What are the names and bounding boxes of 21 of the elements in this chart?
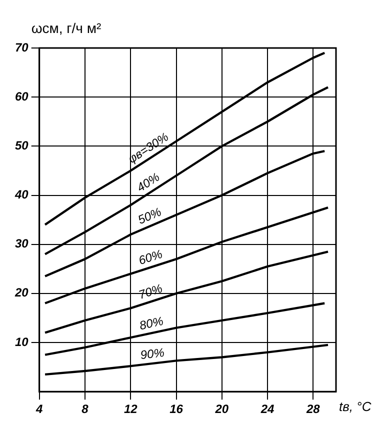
y-tick-label: 40 [14, 188, 29, 202]
y-tick-label: 10 [14, 334, 29, 349]
text: 50% [136, 204, 164, 228]
x-tick-label: 24 [260, 402, 275, 416]
text: 80% [138, 314, 165, 333]
text: 60% [136, 246, 164, 268]
text: 40% [134, 170, 162, 195]
x-tick-label: 8 [82, 402, 89, 416]
y-tick-label: 50 [14, 138, 29, 152]
y-tick-label: 20 [14, 286, 29, 300]
x-axis-title: tв, °C [339, 399, 372, 414]
x-tick-label: 28 [306, 402, 320, 416]
x-tick-label: 16 [170, 402, 184, 416]
x-tick-label: 20 [214, 402, 229, 416]
x-tick-label: 4 [35, 402, 44, 416]
y-tick-label: 30 [14, 236, 29, 251]
x-tick-label: 12 [124, 402, 138, 416]
y-tick-label: 60 [14, 89, 29, 104]
y-axis-title: ωсм, г/ч м² [31, 20, 102, 36]
y-tick-label: 70 [14, 40, 29, 54]
text: 90% [140, 345, 166, 362]
